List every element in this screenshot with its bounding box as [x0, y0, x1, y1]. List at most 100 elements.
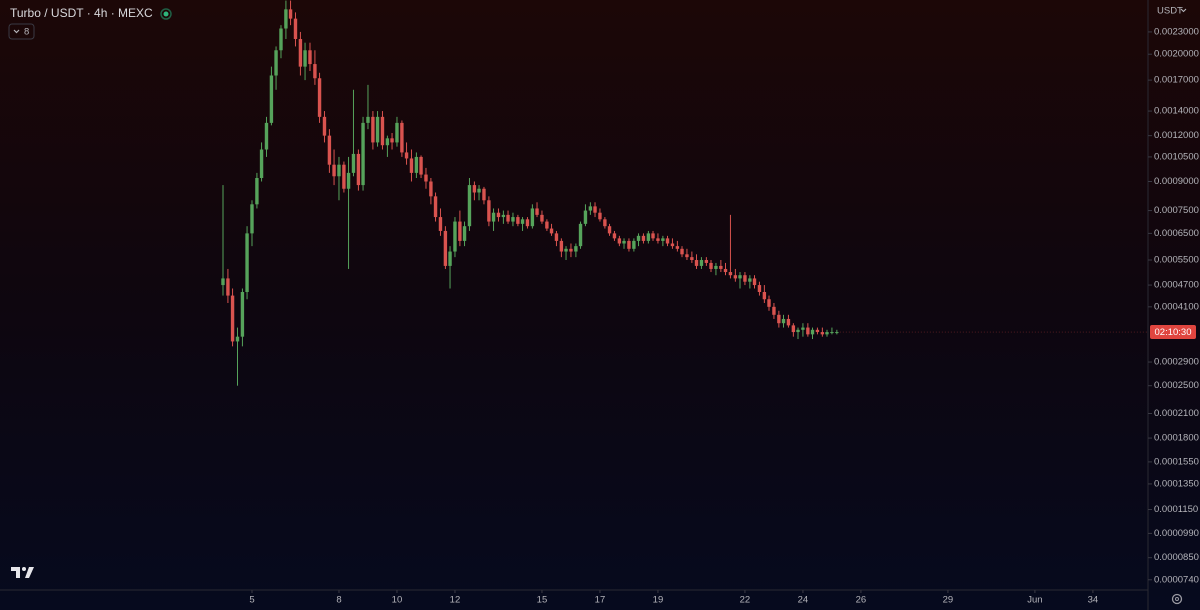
candle-body	[429, 181, 433, 197]
y-tick-label: 0.0000990	[1154, 528, 1199, 539]
candle-body	[293, 18, 298, 40]
candle-body	[728, 272, 733, 276]
candle-body	[462, 226, 467, 241]
x-tick-label: 8	[336, 595, 341, 606]
price-label: 02:10:30	[1155, 327, 1192, 338]
candle-body	[535, 208, 539, 215]
candle-body	[438, 217, 443, 231]
y-tick-label: 0.0006500	[1154, 228, 1199, 239]
candle-body	[467, 185, 472, 227]
candle-body	[371, 116, 375, 143]
y-tick-label: 0.0000850	[1154, 552, 1199, 563]
candle-body	[356, 153, 361, 186]
currency[interactable]: USDT	[1157, 6, 1183, 17]
candle-body	[506, 214, 510, 222]
candle-body	[337, 164, 341, 177]
candle-body	[491, 212, 496, 222]
candle-body	[559, 240, 564, 252]
candle-body	[395, 122, 399, 143]
candle-body	[380, 116, 385, 146]
currency-select[interactable]: USDT	[1157, 6, 1187, 17]
x-tick-label: 19	[653, 595, 664, 606]
candle-body	[694, 260, 699, 266]
status-dot	[163, 11, 169, 17]
candle-body	[748, 278, 752, 282]
candle-body	[366, 116, 370, 123]
logo-part	[11, 567, 20, 578]
indicator-box[interactable]	[8, 23, 35, 40]
candle-body	[332, 164, 336, 177]
candle-body	[351, 153, 356, 173]
candle-body	[583, 210, 588, 224]
candle-body	[520, 219, 525, 224]
candle-body	[815, 329, 820, 333]
candle-body	[245, 233, 249, 292]
indicator-count[interactable]: 8	[24, 27, 29, 38]
candle-body	[656, 238, 660, 241]
candle-body	[612, 233, 617, 239]
candle-body	[342, 164, 346, 189]
candle-body	[443, 230, 448, 266]
candle-body	[791, 325, 796, 333]
logo-part	[25, 567, 34, 578]
candle-body	[453, 221, 457, 252]
candle-body	[255, 177, 259, 205]
y-tick-label: 0.0004700	[1154, 280, 1199, 291]
candle-body	[622, 240, 626, 244]
y-tick-label: 0.0002900	[1154, 357, 1199, 368]
candle-body	[284, 9, 288, 29]
candle-body	[288, 9, 293, 19]
candle-body	[346, 172, 351, 189]
candle-body	[636, 235, 641, 241]
candle-body	[240, 291, 245, 337]
candle-body	[496, 212, 501, 218]
candle-body	[690, 257, 694, 261]
candle-body	[801, 327, 805, 330]
x-tick-label: 24	[798, 595, 809, 606]
logo	[11, 567, 34, 578]
candle-body	[554, 233, 559, 241]
y-tick-label: 0.0001550	[1154, 456, 1199, 467]
candle-body	[230, 295, 235, 342]
indicator-toggle[interactable]: 8	[8, 23, 35, 40]
candle-body	[433, 196, 438, 218]
candle-body	[448, 251, 452, 266]
candle-body	[530, 208, 535, 227]
candle-body	[303, 50, 307, 67]
candle-body	[569, 248, 573, 252]
candle-body	[574, 246, 578, 252]
candle-body	[482, 188, 486, 201]
candle-body	[588, 206, 593, 211]
x-tick-label: 22	[740, 595, 751, 606]
candle-body	[525, 219, 530, 227]
candle-body	[641, 235, 646, 241]
x-tick-label: 34	[1088, 595, 1099, 606]
candle-body	[651, 233, 655, 239]
candle-body	[549, 228, 554, 234]
candle-body	[419, 156, 423, 175]
candle-body	[603, 219, 607, 227]
x-tick-label: 26	[856, 595, 867, 606]
settings-button[interactable]	[1171, 593, 1183, 605]
candle-body	[704, 260, 709, 263]
candle-body	[327, 135, 332, 165]
y-tick-label: 0.0005500	[1154, 255, 1199, 266]
candle-body	[661, 238, 665, 241]
candle-body	[733, 275, 738, 279]
candle-body	[458, 221, 462, 241]
candle-body	[274, 50, 278, 76]
x-tick-label: 29	[943, 595, 954, 606]
candle-body	[511, 217, 515, 222]
candle-body	[830, 332, 834, 334]
gear[interactable]	[1171, 593, 1183, 605]
candle-body	[767, 299, 771, 307]
candle-body	[752, 278, 757, 286]
candle-body	[709, 262, 713, 269]
y-tick-label: 0.0010500	[1154, 151, 1199, 162]
candle-body	[409, 158, 414, 173]
gear-center	[1175, 597, 1179, 601]
candle-body	[298, 39, 303, 67]
